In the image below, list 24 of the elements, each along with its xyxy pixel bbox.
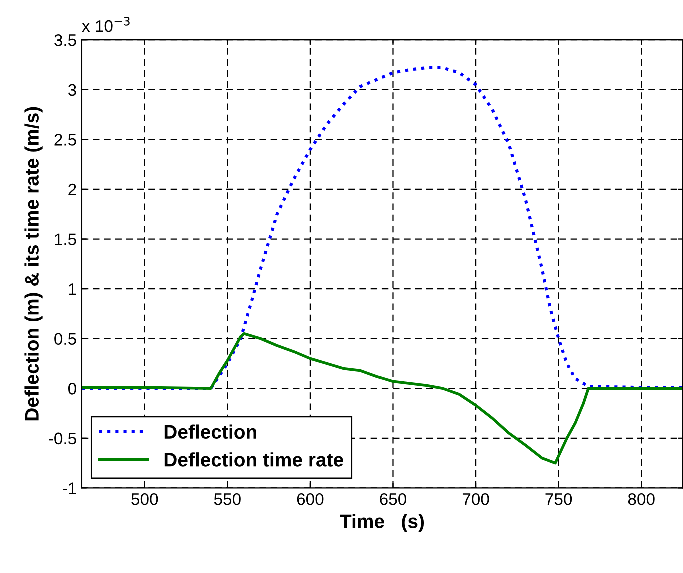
y-tick-label: 2 (68, 184, 76, 196)
legend-label: Deflection time rate (164, 452, 344, 467)
y-tick-label: 2.5 (54, 134, 76, 146)
y-tick-label: 0 (68, 383, 76, 395)
x-tick-label: 600 (297, 493, 324, 506)
y-tick-label: 1.5 (55, 234, 76, 246)
line-series (82, 66, 683, 390)
x-tick-label: 750 (546, 493, 572, 506)
x-tick-label: 700 (462, 493, 490, 506)
y-tick-label: -0.5 (49, 432, 76, 445)
y-tick-label: 3 (68, 84, 76, 96)
y-axis-title: Deflection (m) & its time rate (m/s) (24, 107, 43, 421)
x-tick-label: 650 (380, 493, 406, 506)
line-series (82, 332, 683, 465)
x-tick-label: 500 (132, 493, 158, 506)
y-tick-label: -1 (63, 482, 76, 494)
x-axis-title: Time (s) (340, 514, 424, 532)
legend-label: Deflection (164, 424, 256, 440)
y-tick-label: 0.5 (54, 333, 76, 346)
y-tick-label: 1 (69, 284, 76, 296)
y-tick-label: 3.5 (54, 34, 76, 46)
text: x 10$^{−3}$ (82, 17, 130, 32)
x-tick-label: 550 (214, 493, 241, 506)
x-tick-label: 800 (628, 493, 655, 506)
